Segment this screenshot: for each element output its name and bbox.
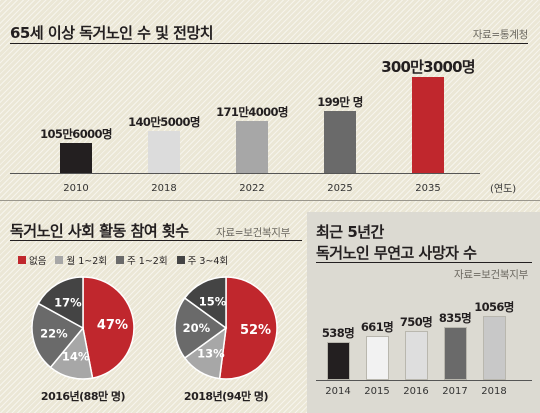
top-chart-title-rule — [10, 43, 528, 44]
legend-item: 월 1~2회 — [55, 253, 107, 267]
pie-caption: 2018년(94만 명) — [183, 390, 269, 403]
category-label: 2035 — [415, 183, 441, 194]
pie-slice-label: 22% — [40, 327, 68, 341]
legend-label: 월 1~2회 — [66, 256, 108, 267]
pie-slice-label: 52% — [240, 323, 271, 338]
pie-slice-label: 17% — [54, 296, 82, 310]
pie-chart: 47% 14% 22% 17% — [31, 276, 135, 380]
pie-slice-1 — [82, 276, 135, 379]
legend-label: 주 1~2회 — [127, 256, 168, 267]
left-chart-source: 자료=보건복지부 — [216, 227, 291, 239]
legend-swatch — [176, 256, 185, 264]
bar-2025 — [324, 111, 356, 173]
bar-2014 — [326, 342, 350, 380]
pie-slice-3 — [31, 302, 85, 369]
legend-label: 주 3~4회 — [187, 256, 229, 267]
legend-item: 없음 — [18, 253, 46, 267]
bar-value-label: 1056명 — [474, 300, 514, 314]
pie-slice-1 — [218, 276, 278, 380]
bar-2015 — [365, 335, 389, 380]
category-label: 2014 — [325, 386, 351, 397]
bar-2018 — [482, 316, 506, 380]
category-label: 2010 — [63, 183, 89, 194]
pie-caption: 2016년(88만 명) — [40, 390, 126, 403]
pie-slice-3 — [174, 296, 228, 360]
bar-2010 — [60, 143, 92, 173]
legend-swatch — [55, 256, 64, 264]
category-label: 2018 — [481, 386, 507, 397]
bar-2016 — [404, 331, 428, 380]
pie-legend: 없음 월 1~2회 주 1~2회 주 3~4회 — [18, 253, 228, 267]
left-chart-title: 독거노인 사회 활동 참여 횟수 — [10, 222, 189, 240]
top-chart-x-unit: (연도) — [490, 184, 517, 195]
top-chart-x-axis — [10, 173, 480, 174]
bar-2018 — [148, 131, 180, 173]
bar-value-label: 105만6000명 — [40, 127, 112, 141]
bar-value-label: 538명 — [321, 326, 355, 340]
section-divider — [0, 200, 540, 201]
top-chart-title: 65세 이상 독거노인 수 및 전망치 — [10, 24, 214, 42]
bar-value-label: 171만4000명 — [216, 104, 288, 119]
pie-slice-label: 14% — [62, 350, 90, 364]
bar-2035 — [412, 77, 444, 173]
legend-swatch — [18, 256, 26, 264]
right-chart-title-line2: 독거노인 무연고 사망자 수 — [316, 244, 477, 262]
bar-2022 — [236, 120, 268, 173]
legend-swatch — [116, 256, 125, 264]
left-chart-title-rule — [10, 240, 302, 241]
bar-value-label: 140만5000명 — [128, 115, 200, 130]
category-label: 2016 — [403, 386, 429, 397]
category-label: 2015 — [364, 386, 390, 397]
top-chart-source: 자료=통계청 — [472, 29, 529, 41]
pie-slice-label: 13% — [197, 346, 225, 360]
bar-value-label: 835명 — [438, 311, 472, 326]
bar-value-label: 750명 — [399, 315, 433, 330]
category-label: 2025 — [327, 183, 353, 194]
right-chart-title-line1: 최근 5년간 — [316, 223, 384, 241]
category-label: 2017 — [442, 386, 468, 397]
legend-label: 없음 — [29, 256, 47, 267]
bar-value-label: 661명 — [360, 319, 394, 334]
pie-slice-label: 47% — [97, 318, 128, 333]
pie-slice-4 — [37, 276, 84, 330]
pie-chart: 52% 13% 20% 15% — [174, 276, 278, 380]
pie-slice-4 — [183, 276, 227, 330]
bar-value-label: 300만3000명 — [381, 58, 475, 76]
right-chart-x-axis — [316, 380, 532, 381]
pie-slice-label: 20% — [183, 321, 211, 335]
bar-2017 — [443, 327, 467, 380]
pie-slice-label: 15% — [199, 295, 227, 309]
legend-item: 주 3~4회 — [176, 253, 229, 267]
bar-value-label: 199만 명 — [317, 95, 363, 110]
category-label: 2022 — [239, 183, 265, 194]
legend-item: 주 1~2회 — [116, 253, 168, 267]
category-label: 2018 — [151, 183, 177, 194]
right-chart-title-rule — [316, 262, 532, 263]
right-chart-source: 자료=보건복지부 — [453, 269, 528, 281]
